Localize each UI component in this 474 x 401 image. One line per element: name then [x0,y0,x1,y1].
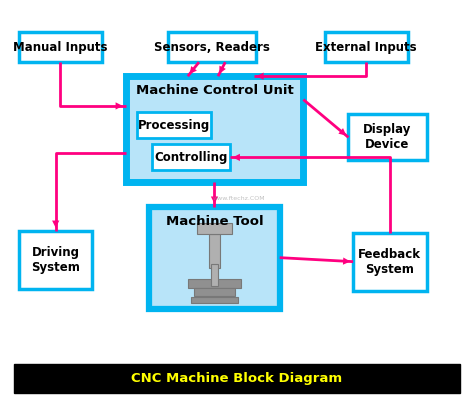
FancyBboxPatch shape [194,288,235,296]
FancyBboxPatch shape [19,32,102,62]
FancyBboxPatch shape [191,297,238,303]
FancyBboxPatch shape [137,112,211,138]
FancyBboxPatch shape [152,144,230,170]
FancyBboxPatch shape [149,207,280,309]
Text: Machine Tool: Machine Tool [166,215,263,227]
Text: Controlling: Controlling [154,151,228,164]
Text: Machine Control Unit: Machine Control Unit [136,84,293,97]
FancyBboxPatch shape [19,231,92,289]
FancyBboxPatch shape [126,76,303,182]
FancyBboxPatch shape [168,32,256,62]
Text: Sensors, Readers: Sensors, Readers [154,41,270,54]
Text: Processing: Processing [138,119,210,132]
FancyBboxPatch shape [14,364,460,393]
FancyBboxPatch shape [197,223,232,234]
Text: Display
Device: Display Device [363,124,412,151]
FancyBboxPatch shape [353,233,427,291]
FancyBboxPatch shape [210,264,218,286]
FancyBboxPatch shape [348,114,427,160]
Text: www.ftechz.COM: www.ftechz.COM [213,196,266,201]
Text: Feedback
System: Feedback System [358,248,421,275]
Text: Driving
System: Driving System [31,246,80,273]
FancyBboxPatch shape [189,279,241,288]
FancyBboxPatch shape [209,234,220,268]
FancyBboxPatch shape [325,32,408,62]
Text: CNC Machine Block Diagram: CNC Machine Block Diagram [131,372,343,385]
Text: Manual Inputs: Manual Inputs [13,41,108,54]
Text: External Inputs: External Inputs [315,41,417,54]
